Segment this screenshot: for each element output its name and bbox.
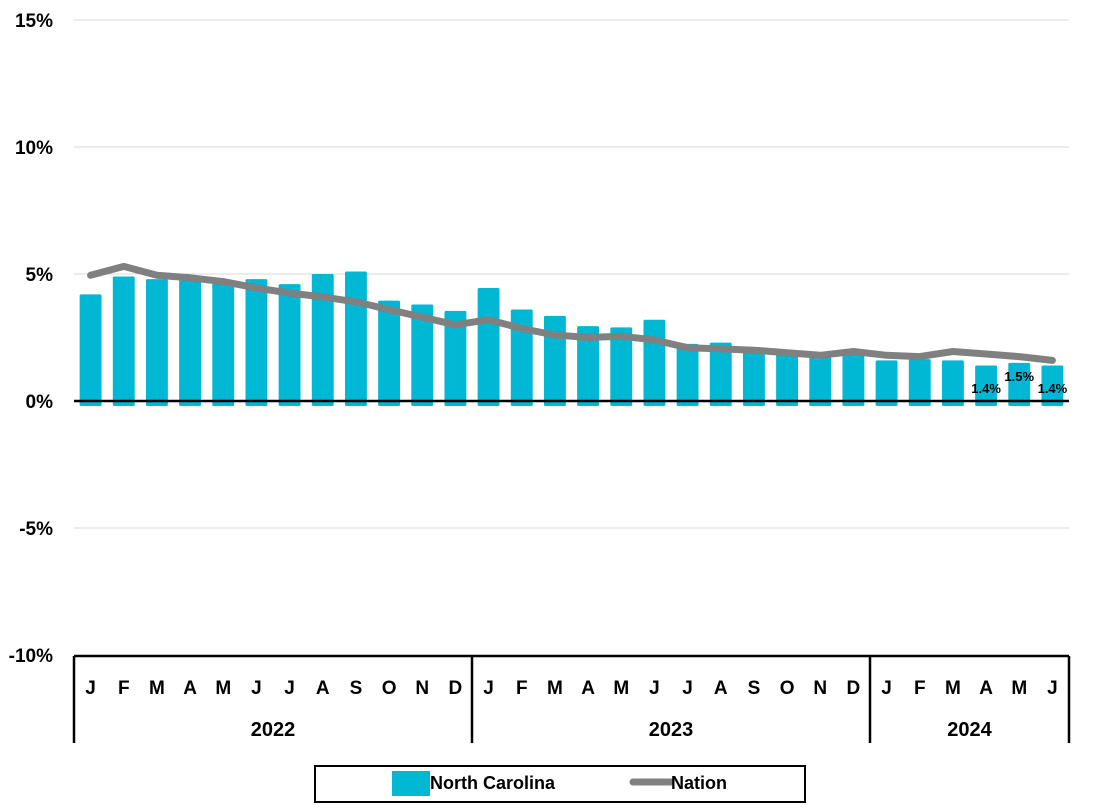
month-label: F (516, 678, 528, 699)
month-label: J (85, 678, 96, 699)
month-label: J (483, 678, 494, 699)
year-label: 2023 (649, 719, 694, 741)
month-label: M (1011, 678, 1027, 699)
bar-north-carolina (1041, 365, 1064, 406)
data-labels: 1.4%1.5%1.4% (971, 369, 1067, 396)
data-label: 1.4% (971, 381, 1001, 396)
line-nation (87, 262, 1056, 364)
bar-north-carolina (742, 350, 765, 406)
month-label: J (1047, 678, 1058, 699)
bar-north-carolina (577, 326, 600, 406)
month-label: J (881, 678, 892, 699)
bar-north-carolina (809, 355, 832, 406)
y-tick-label: 5% (26, 265, 54, 286)
bar-north-carolina (941, 360, 964, 406)
y-tick-label: 15% (15, 11, 53, 32)
month-label: S (350, 678, 363, 699)
month-label: A (183, 678, 197, 699)
y-axis-ticks: 15% 10% 5% 0% -5% -10% (9, 11, 53, 667)
bar-north-carolina (676, 343, 699, 406)
bar-north-carolina (245, 279, 268, 406)
month-label: A (581, 678, 595, 699)
bar-north-carolina (543, 315, 566, 406)
bar-north-carolina (1008, 362, 1031, 406)
month-label: F (914, 678, 926, 699)
y-tick-label: 10% (15, 138, 53, 159)
bar-north-carolina (145, 279, 168, 406)
legend-box (314, 765, 806, 803)
bar-north-carolina (477, 287, 500, 406)
month-label: J (284, 678, 295, 699)
bar-north-carolina (212, 281, 235, 406)
month-label: F (118, 678, 130, 699)
month-label: N (813, 678, 827, 699)
y-tick-label: -10% (9, 646, 53, 667)
bar-north-carolina (112, 276, 135, 406)
bar-north-carolina (510, 309, 533, 406)
y-tick-label: 0% (26, 392, 54, 413)
legend: North Carolina Nation (314, 765, 806, 803)
gridlines (74, 19, 1069, 529)
month-label: J (682, 678, 693, 699)
month-label: M (547, 678, 563, 699)
bar-north-carolina (875, 360, 898, 406)
month-label: A (979, 678, 993, 699)
bar-north-carolina (344, 271, 367, 406)
bar-north-carolina (776, 354, 799, 406)
month-label: M (215, 678, 231, 699)
bar-north-carolina (610, 327, 633, 406)
month-label: M (613, 678, 629, 699)
year-label: 2024 (947, 719, 992, 741)
month-label: J (251, 678, 262, 699)
month-label: M (149, 678, 165, 699)
month-label: O (382, 678, 397, 699)
bar-north-carolina (908, 359, 931, 406)
month-label: N (415, 678, 429, 699)
month-label: M (945, 678, 961, 699)
legend-swatch-north-carolina (392, 771, 430, 796)
bar-north-carolina (975, 365, 998, 406)
bar-north-carolina (311, 274, 334, 406)
month-label: D (449, 678, 463, 699)
legend-label-north-carolina: North Carolina (430, 773, 556, 793)
legend-label-nation: Nation (671, 773, 727, 793)
month-label: O (780, 678, 795, 699)
data-label: 1.4% (1038, 381, 1068, 396)
y-tick-label: -5% (19, 519, 53, 540)
bar-north-carolina (411, 304, 434, 406)
bar-north-carolina (444, 310, 467, 406)
bar-north-carolina (278, 284, 301, 406)
nation-line (87, 262, 1056, 364)
month-label: J (649, 678, 660, 699)
bar-north-carolina (842, 352, 865, 406)
bar-north-carolina (643, 319, 666, 406)
bar-north-carolina (179, 276, 202, 406)
month-label: A (316, 678, 330, 699)
month-label: S (748, 678, 761, 699)
data-label: 1.5% (1004, 369, 1034, 384)
bar-north-carolina (709, 342, 732, 406)
month-label: D (847, 678, 861, 699)
bar-north-carolina (378, 300, 401, 406)
month-label: A (714, 678, 728, 699)
year-label: 2022 (251, 719, 296, 741)
bar-north-carolina (79, 294, 102, 406)
